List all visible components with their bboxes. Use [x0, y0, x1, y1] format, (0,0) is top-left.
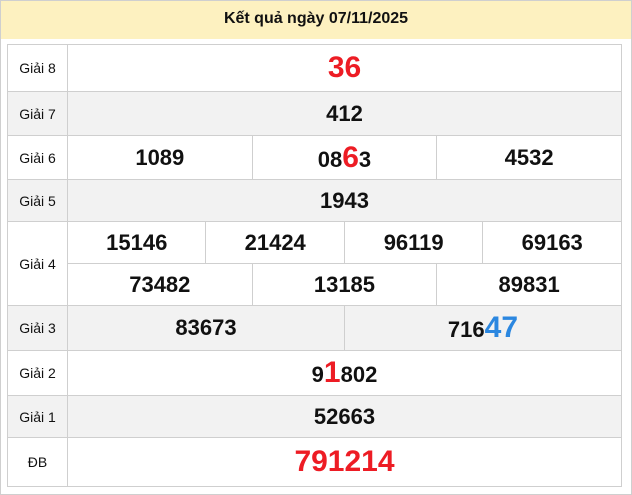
- prize-row-6: Giải 6 1089 0863 4532: [7, 135, 622, 180]
- prize-row-3: Giải 3 83673 71647: [7, 305, 623, 351]
- prize-number: 36: [67, 44, 622, 92]
- prize-row-2: Giải 2 91802: [7, 350, 622, 396]
- prize-number: 69163: [482, 221, 622, 264]
- prize-number: 0863: [251, 135, 438, 180]
- special-prize-number: 791214: [67, 437, 622, 487]
- prize-number: 91802: [67, 350, 622, 396]
- prize-row-5: Giải 5 1943: [7, 179, 622, 222]
- prize-number: 71647: [343, 305, 623, 351]
- prize-number: 412: [67, 91, 622, 136]
- prize-label: Giải 2: [7, 350, 68, 396]
- prize-number: 1943: [67, 179, 622, 222]
- prize-label: ĐB: [7, 437, 68, 487]
- prize-row-8: Giải 8 36: [7, 44, 622, 92]
- prize-row-7: Giải 7 412: [7, 91, 622, 136]
- prize-number: 13185: [251, 263, 438, 306]
- prize-number: 15146: [66, 221, 207, 264]
- prize-row-4: Giải 4 15146 21424 96119 69163: [7, 221, 622, 306]
- prize-number: 21424: [205, 221, 345, 264]
- results-title: Kết quả ngày 07/11/2025: [1, 1, 631, 39]
- prize-number: 1089: [67, 135, 253, 180]
- prize-label: Giải 5: [7, 179, 68, 222]
- prize-label: Giải 4: [7, 221, 68, 306]
- prize-label: Giải 3: [7, 305, 68, 351]
- prize-number: 52663: [67, 395, 622, 438]
- prize-number: 89831: [436, 263, 622, 306]
- prize-label: Giải 6: [7, 135, 68, 180]
- results-table: Giải 8 36 Giải 7 412 Giải 6 1089 0863 45…: [7, 44, 623, 487]
- prize-row-4b: 73482 13185 89831: [8, 263, 622, 306]
- prize-label: Giải 7: [7, 91, 68, 136]
- prize-number: 73482: [67, 263, 253, 306]
- prize-number: 83673: [67, 305, 345, 351]
- prize-number: 96119: [343, 221, 484, 264]
- prize-row-1: Giải 1 52663: [7, 395, 622, 438]
- prize-label: Giải 1: [7, 395, 68, 438]
- prize-label: Giải 8: [7, 44, 68, 92]
- prize-row-special: ĐB 791214: [7, 437, 622, 487]
- prize-number: 4532: [436, 135, 622, 180]
